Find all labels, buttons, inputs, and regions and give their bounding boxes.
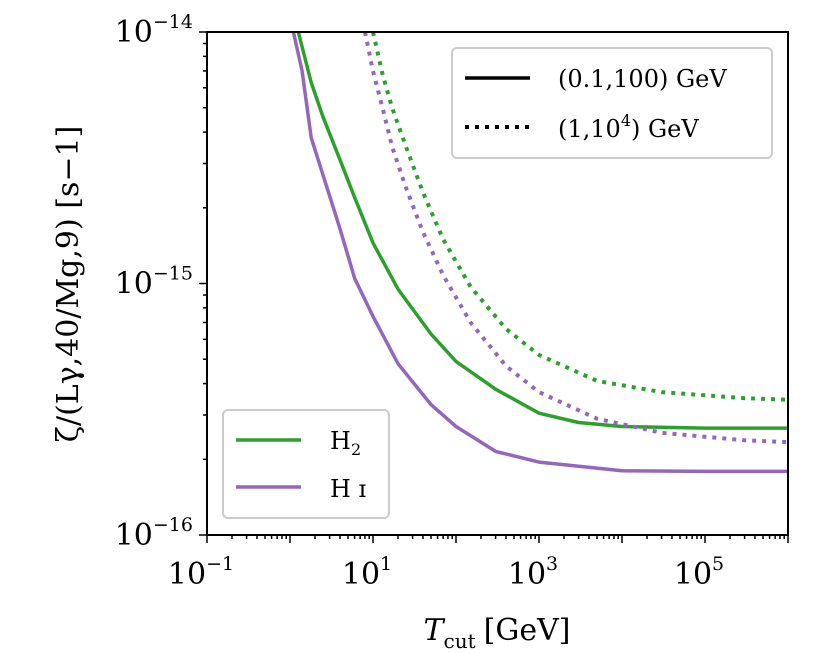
x-axis-label-sub: cut [444,629,476,653]
y-tick-label: 10−14 [115,11,193,50]
x-axis-label: Tcut [GeV] [424,613,571,653]
y-tick-label: 10−15 [115,263,193,302]
plot-lines [291,32,788,474]
legend-solid-label: (0.1,100) GeV [558,65,727,93]
series-h2-solid [296,32,788,430]
legend-h2-label: H2 [330,427,361,459]
x-axis-label-main: T [424,613,446,648]
x-tick-label: 10−1 [168,553,234,592]
x-tick-label: 103 [508,553,558,592]
x-axis-label-unit: [GeV] [484,613,571,648]
series-hi-dotted [363,32,788,445]
x-tick-label: 101 [342,553,392,592]
series-h2-dotted [371,32,788,402]
x-tick-label: 105 [674,553,724,592]
legend-species-box [222,409,390,519]
plot-frame [206,31,789,536]
legend-dotted-label: (1,104) GeV [558,111,699,143]
tick-labels: 10−1 101 103 105 10−14 10−15 10−16 [115,11,724,592]
legend-species: H2 H ɪ [222,409,390,519]
legend-linestyle: (0.1,100) GeV (1,104) GeV [451,47,773,159]
series-hi-solid [291,32,788,474]
y-tick-label: 10−16 [115,514,193,553]
legend-hi-label: H ɪ [330,475,367,503]
y-axis-label: ζ/(Lγ,40/Mg,9) [s−1] [51,126,86,443]
legend-linestyle-box [451,47,773,159]
